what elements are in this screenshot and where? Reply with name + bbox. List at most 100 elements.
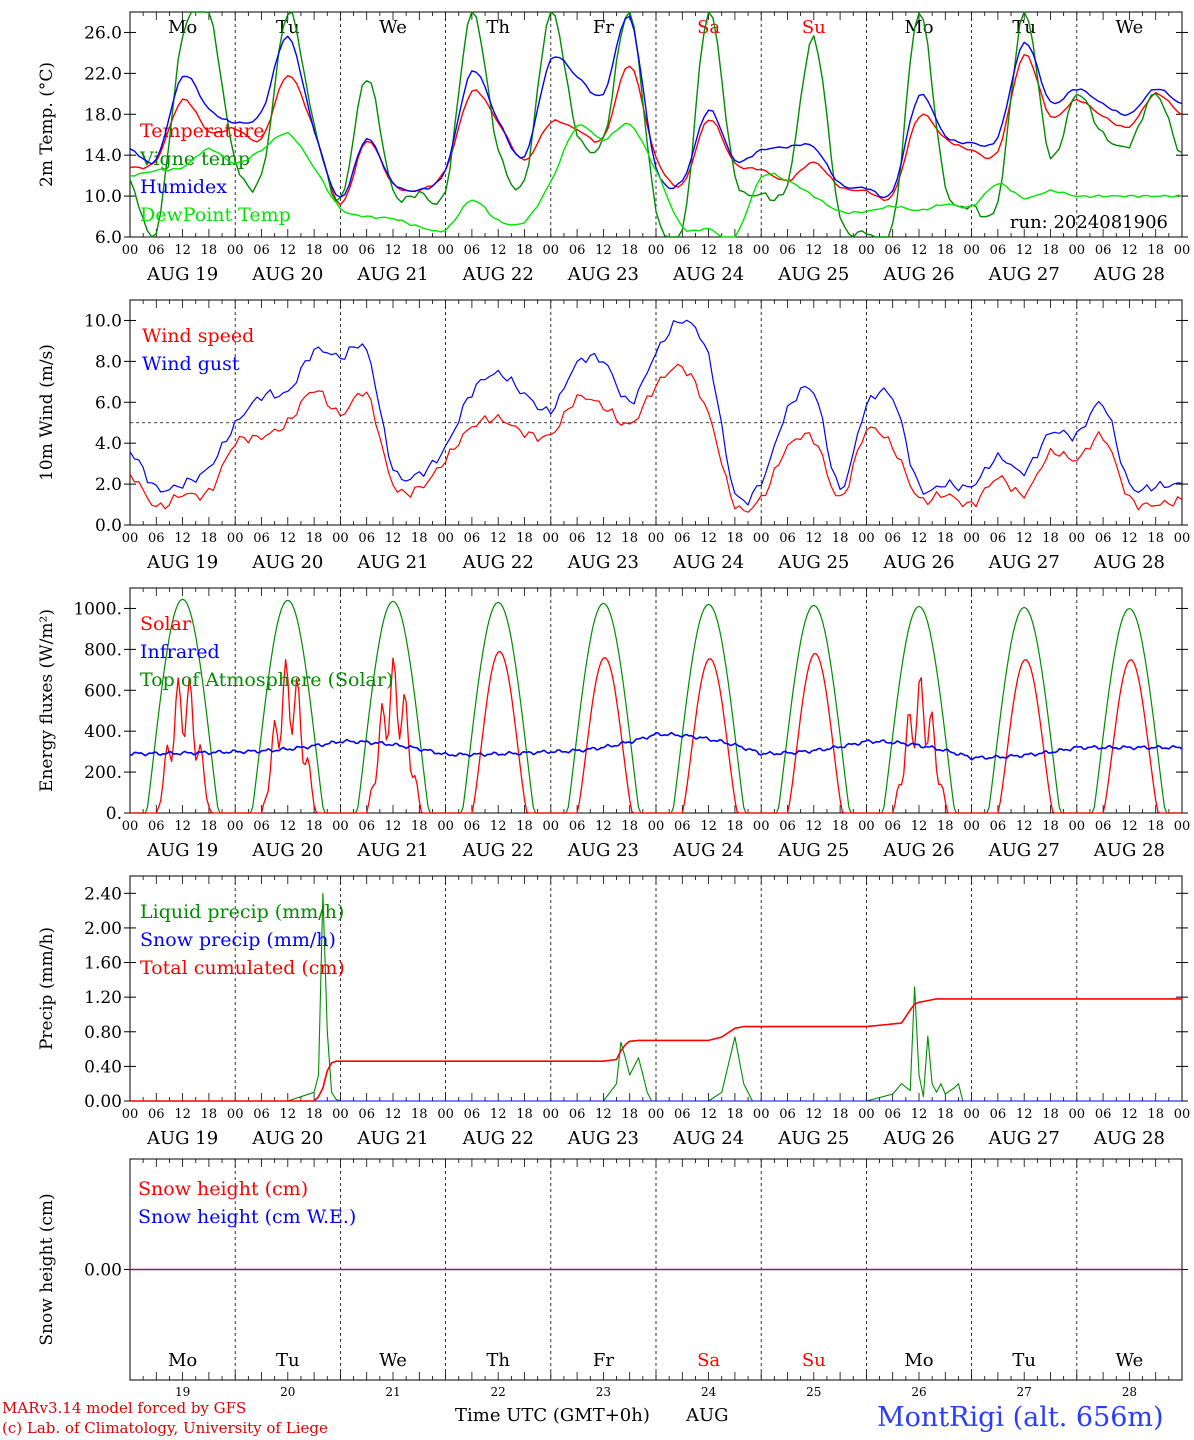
hour-tick-label: 12	[1121, 531, 1138, 546]
hour-tick-label: 00	[437, 819, 454, 834]
hour-tick-label: 18	[621, 531, 638, 546]
y-tick-label: 6.0	[95, 393, 122, 413]
y-tick-label: 600.	[84, 681, 122, 701]
hour-tick-label: 12	[1121, 819, 1138, 834]
hour-tick-label: 00	[858, 1107, 875, 1122]
hour-tick-label: 06	[358, 531, 375, 546]
day-number: 24	[701, 1385, 717, 1399]
hour-tick-label: 06	[569, 819, 586, 834]
day-number: 22	[491, 1385, 506, 1399]
hour-tick-label: 00	[963, 819, 980, 834]
y-tick-label: 0.00	[84, 1092, 122, 1112]
day-name: We	[379, 1350, 407, 1371]
hour-tick-label: 06	[464, 243, 481, 258]
day-number: 26	[911, 1385, 926, 1399]
hour-tick-label: 18	[1042, 819, 1059, 834]
date-label: AUG 23	[567, 840, 639, 861]
date-label: AUG 21	[356, 264, 428, 285]
y-tick-label: 2.40	[84, 884, 122, 904]
y-tick-label: 0.00	[84, 1261, 122, 1281]
hour-tick-label: 00	[227, 531, 244, 546]
hour-tick-label: 12	[490, 243, 507, 258]
hour-tick-label: 12	[1121, 243, 1138, 258]
hour-tick-label: 00	[122, 243, 139, 258]
hour-tick-label: 00	[963, 243, 980, 258]
hour-tick-label: 00	[122, 819, 139, 834]
hour-tick-label: 00	[1069, 531, 1086, 546]
date-label: AUG 26	[882, 552, 954, 573]
hour-tick-label: 00	[963, 531, 980, 546]
day-name: Th	[486, 17, 510, 38]
hour-tick-label: 06	[990, 531, 1007, 546]
hour-tick-label: 06	[358, 819, 375, 834]
hour-tick-label: 00	[648, 1107, 665, 1122]
hour-tick-label: 12	[1016, 819, 1033, 834]
day-number: 20	[280, 1385, 295, 1399]
hour-tick-label: 00	[648, 531, 665, 546]
hour-tick-label: 06	[1095, 531, 1112, 546]
day-number: 21	[385, 1385, 400, 1399]
y-axis-label: 10m Wind (m/s)	[37, 344, 57, 481]
temp-series-humidex	[129, 15, 1183, 199]
hour-tick-label: 12	[385, 819, 402, 834]
hour-tick-label: 00	[332, 531, 349, 546]
wind-series-wind-speed	[129, 363, 1183, 513]
legend-wind-gust: Wind gust	[142, 353, 240, 375]
day-name: Tu	[276, 1350, 300, 1371]
hour-tick-label: 06	[1095, 1107, 1112, 1122]
hour-tick-label: 12	[700, 1107, 717, 1122]
hour-tick-label: 00	[753, 243, 770, 258]
legend-humidex: Humidex	[140, 176, 227, 198]
hour-tick-label: 00	[332, 819, 349, 834]
date-label: AUG 25	[777, 264, 849, 285]
legend-vigne-temp: Vigne temp	[139, 148, 250, 170]
date-label: AUG 23	[567, 552, 639, 573]
day-number: 25	[806, 1385, 821, 1399]
hour-tick-label: 00	[437, 1107, 454, 1122]
date-label: AUG 19	[146, 840, 218, 861]
hour-tick-label: 06	[253, 243, 270, 258]
hour-tick-label: 12	[280, 531, 297, 546]
hour-tick-label: 12	[385, 243, 402, 258]
y-tick-label: 6.0	[95, 228, 122, 248]
hour-tick-label: 12	[490, 819, 507, 834]
date-label: AUG 27	[988, 264, 1060, 285]
date-label: AUG 21	[356, 1128, 428, 1149]
hour-tick-label: 00	[122, 531, 139, 546]
date-label: AUG 27	[988, 552, 1060, 573]
y-tick-label: 400.	[84, 722, 122, 742]
date-label: AUG 27	[988, 1128, 1060, 1149]
date-label: AUG 22	[462, 840, 534, 861]
hour-tick-label: 00	[227, 1107, 244, 1122]
hour-tick-label: 12	[280, 243, 297, 258]
hour-tick-label: 00	[753, 819, 770, 834]
hour-tick-label: 18	[516, 531, 533, 546]
hour-tick-label: 18	[306, 819, 323, 834]
date-label: AUG 20	[251, 552, 323, 573]
hour-tick-label: 12	[280, 819, 297, 834]
hour-tick-label: 12	[174, 819, 191, 834]
date-label: AUG 25	[777, 840, 849, 861]
hour-tick-label: 06	[464, 531, 481, 546]
date-label: AUG 26	[882, 840, 954, 861]
day-number: 28	[1122, 1385, 1137, 1399]
day-name: Mo	[904, 1350, 933, 1371]
hour-tick-label: 18	[516, 1107, 533, 1122]
hour-tick-label: 18	[832, 243, 849, 258]
hour-tick-label: 12	[385, 1107, 402, 1122]
solar-line	[130, 651, 1182, 814]
hour-tick-label: 00	[963, 1107, 980, 1122]
hour-tick-label: 06	[674, 243, 691, 258]
day-name: Tu	[1012, 17, 1036, 38]
hour-tick-label: 00	[227, 819, 244, 834]
panel-frame	[129, 587, 1183, 814]
date-label: AUG 28	[1093, 264, 1165, 285]
y-tick-label: 0.80	[84, 1023, 122, 1043]
date-label: AUG 26	[882, 264, 954, 285]
date-label: AUG 25	[777, 1128, 849, 1149]
hour-tick-label: 06	[358, 1107, 375, 1122]
date-label: AUG 25	[777, 552, 849, 573]
date-label: AUG 22	[462, 1128, 534, 1149]
y-tick-label: 2.00	[84, 919, 122, 939]
y-tick-label: 0.0	[95, 516, 122, 536]
